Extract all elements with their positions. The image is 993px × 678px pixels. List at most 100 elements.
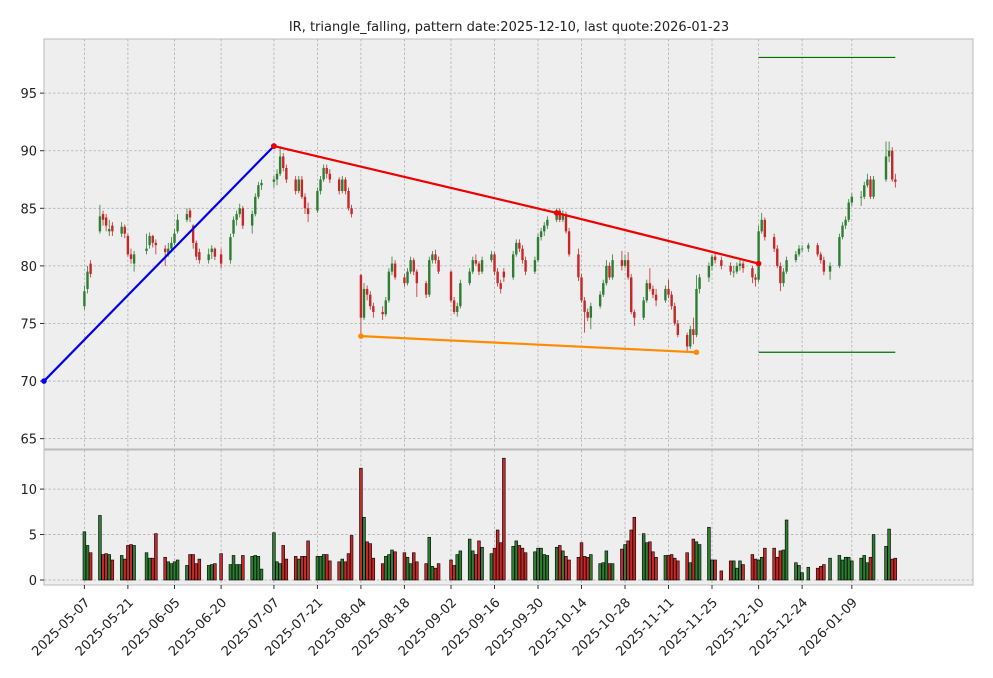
volume-bar <box>676 560 680 581</box>
candle-body <box>800 248 804 250</box>
volume-bar <box>185 565 189 581</box>
volume-bar <box>651 551 655 581</box>
candle-body <box>412 260 415 272</box>
candle-body <box>415 271 419 284</box>
volume-bar <box>151 557 155 581</box>
candle-body <box>816 245 819 255</box>
volume-bar <box>576 556 581 581</box>
candle-body <box>282 156 285 168</box>
candle-body <box>372 306 375 312</box>
volume-bar <box>554 546 559 581</box>
candle-body <box>754 277 757 280</box>
candle-body <box>316 191 319 211</box>
pattern-point <box>41 378 47 384</box>
volume-bar <box>806 566 811 581</box>
candle-body <box>369 294 372 307</box>
candle-body <box>328 173 332 180</box>
volume-bar <box>862 555 866 581</box>
volume-bar <box>303 556 307 581</box>
volume-bar <box>837 555 842 581</box>
volume-bar <box>480 546 484 581</box>
y-tick-label: 75 <box>20 317 37 332</box>
volume-bar <box>315 556 320 581</box>
candle-body <box>232 219 235 234</box>
candle-body <box>493 254 496 272</box>
candle-body <box>390 263 394 272</box>
price-panel <box>43 38 974 450</box>
candle-body <box>126 235 130 255</box>
candle-body <box>499 283 502 289</box>
volume-bar <box>430 566 435 581</box>
volume-bar <box>166 561 170 581</box>
candle-body <box>732 271 735 273</box>
volume-bar <box>436 563 441 581</box>
volume-panel <box>43 449 974 586</box>
volume-bar <box>756 559 761 581</box>
volume-bar <box>297 558 301 581</box>
volume-bar <box>250 556 254 581</box>
volume-bar <box>710 559 714 581</box>
volume-bar <box>691 538 696 581</box>
volume-bar <box>123 558 127 581</box>
y-tick-label: 70 <box>20 375 37 390</box>
candle-body <box>779 265 782 284</box>
volume-bar <box>213 563 217 581</box>
candle-body <box>763 219 767 238</box>
y-tick-label: 80 <box>20 260 37 275</box>
volume-bar <box>147 557 152 581</box>
candle-body <box>384 300 387 315</box>
candle-body <box>844 219 847 226</box>
candle-body <box>437 260 440 272</box>
candle-body <box>235 214 238 220</box>
volume-bar <box>561 550 565 581</box>
candle-body <box>729 265 732 272</box>
candle-body <box>664 288 667 301</box>
candle-body <box>772 237 776 249</box>
volume-bar <box>272 532 276 581</box>
volume-bar <box>101 554 105 581</box>
volume-bar <box>843 556 848 581</box>
volume-bar <box>408 563 413 581</box>
candle-body <box>490 254 493 261</box>
candle-body <box>623 260 627 266</box>
candle-body <box>539 231 543 238</box>
volume-bar <box>231 555 236 581</box>
volume-bar <box>365 541 369 581</box>
volume-bar <box>346 553 351 581</box>
volume-bar <box>629 529 633 581</box>
volume-bar <box>275 561 279 581</box>
volume-bar <box>694 541 699 581</box>
candle-body <box>735 265 739 272</box>
candle-body <box>83 291 86 307</box>
candle-body <box>219 254 223 264</box>
volume-bar <box>871 534 876 581</box>
volume-bar <box>82 531 87 581</box>
chart-title: IR, triangle_falling, pattern date:2025-… <box>289 20 729 35</box>
candle-body <box>337 179 341 192</box>
candle-body <box>359 275 363 318</box>
volume-bar <box>781 549 786 581</box>
candle-body <box>822 260 826 272</box>
volume-bar <box>368 543 372 581</box>
candle-body <box>431 254 434 261</box>
candle-body <box>598 294 602 307</box>
candle-body <box>210 248 213 253</box>
volume-bar <box>433 567 438 581</box>
candle-body <box>104 217 108 226</box>
volume-bar <box>620 548 624 581</box>
candle-body <box>238 208 241 215</box>
volume-bar <box>253 555 257 581</box>
candle-body <box>108 229 111 232</box>
candle-body <box>794 254 798 261</box>
candle-body <box>828 265 832 272</box>
volume-bar <box>278 563 282 581</box>
candle-body <box>89 263 92 274</box>
volume-bar <box>719 570 724 581</box>
volume-bar <box>238 564 242 581</box>
volume-bar <box>349 535 354 581</box>
volume-bar <box>474 554 478 581</box>
volume-bar <box>775 556 779 581</box>
volume-bar <box>738 560 742 581</box>
candle-body <box>869 179 872 197</box>
candle-body <box>260 182 263 186</box>
